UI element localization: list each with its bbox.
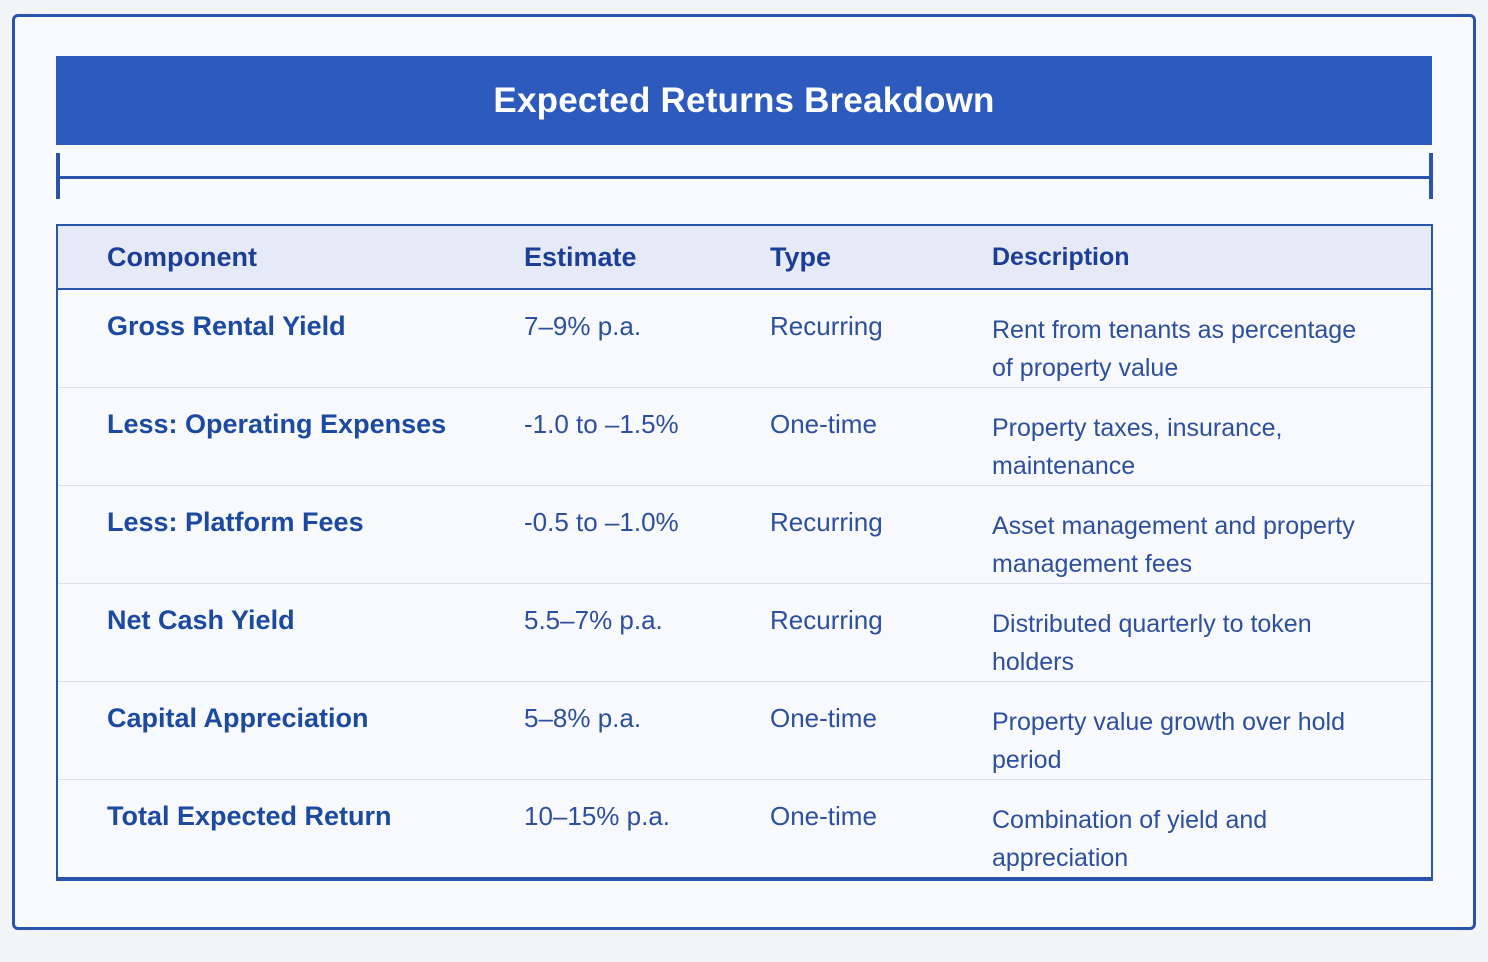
cell-type: Recurring [770, 605, 883, 635]
divider-rule-left-tick [56, 153, 60, 199]
cell-estimate: 7–9% p.a. [524, 311, 642, 341]
cell-description: Distributed quarterly to token holders [992, 610, 1312, 676]
column-header-component: Component [107, 241, 257, 272]
cell-description: Rent from tenants as percentage of prope… [992, 316, 1357, 382]
cell-description: Combination of yield and appreciation [992, 806, 1268, 872]
column-header-estimate: Estimate [524, 241, 637, 272]
table-row: Less: Operating Expenses -1.0 to –1.5% O… [58, 387, 1431, 485]
cell-component: Net Cash Yield [107, 605, 295, 635]
table-row: Capital Appreciation 5–8% p.a. One-time … [58, 681, 1431, 779]
cell-estimate: -1.0 to –1.5% [524, 409, 679, 439]
divider-rule-right-tick [1429, 153, 1433, 199]
divider-rule [58, 176, 1431, 179]
cell-description: Asset management and property management… [992, 512, 1355, 578]
table-row: Gross Rental Yield 7–9% p.a. Recurring R… [58, 290, 1431, 387]
returns-table: Component Estimate Type Description Gros… [56, 224, 1433, 881]
cell-estimate: 5–8% p.a. [524, 703, 642, 733]
cell-description: Property value growth over hold period [992, 708, 1345, 774]
cell-component: Less: Operating Expenses [107, 409, 447, 439]
cell-estimate: 5.5–7% p.a. [524, 605, 663, 635]
cell-component: Less: Platform Fees [107, 507, 364, 537]
table-row: Total Expected Return 10–15% p.a. One-ti… [58, 779, 1431, 877]
page-title: Expected Returns Breakdown [493, 80, 995, 120]
title-banner: Expected Returns Breakdown [56, 56, 1432, 145]
table-row: Less: Platform Fees -0.5 to –1.0% Recurr… [58, 485, 1431, 583]
cell-estimate: 10–15% p.a. [524, 801, 671, 831]
cell-type: One-time [770, 409, 877, 439]
cell-type: Recurring [770, 507, 883, 537]
cell-type: One-time [770, 703, 877, 733]
cell-description: Property taxes, insurance, maintenance [992, 414, 1283, 480]
cell-type: Recurring [770, 311, 883, 341]
column-header-type: Type [770, 241, 832, 272]
cell-component: Gross Rental Yield [107, 311, 346, 341]
cell-estimate: -0.5 to –1.0% [524, 507, 679, 537]
cell-component: Capital Appreciation [107, 703, 369, 733]
column-header-description: Description [992, 243, 1130, 271]
table-row: Net Cash Yield 5.5–7% p.a. Recurring Dis… [58, 583, 1431, 681]
table-header-row: Component Estimate Type Description [58, 226, 1431, 290]
cell-component: Total Expected Return [107, 801, 392, 831]
cell-type: One-time [770, 801, 877, 831]
